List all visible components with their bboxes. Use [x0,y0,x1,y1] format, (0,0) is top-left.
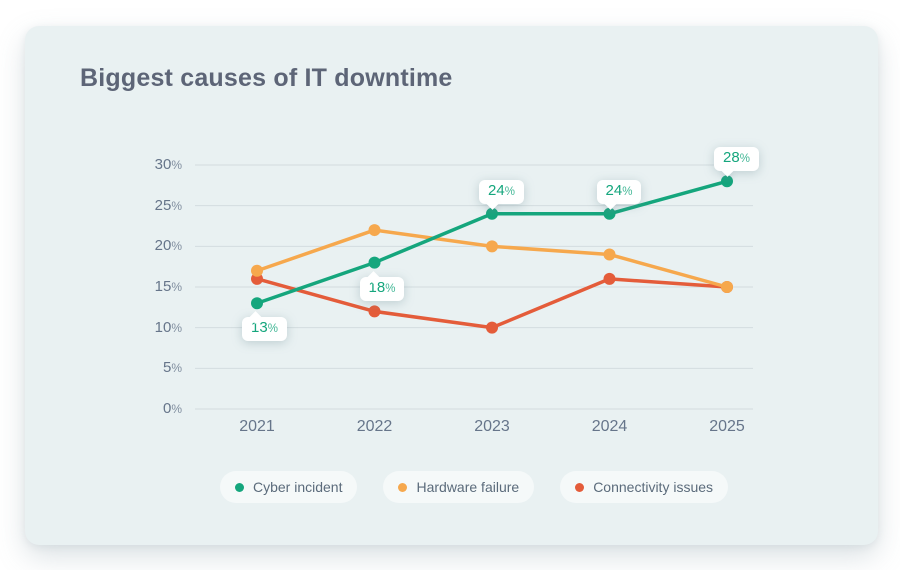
chart-panel [25,26,878,545]
data-point-cyber-incident-2025 [721,175,733,188]
x-axis-label-2024: 2024 [591,418,628,435]
x-axis-label-2025: 2025 [709,418,745,435]
y-axis-tick: 25% [154,196,182,214]
chart-legend: Cyber incident Hardware failure Connectivi… [195,471,753,503]
data-point-hardware-failure-2023 [486,240,498,253]
y-axis-tick: 15% [154,278,182,295]
y-axis-tick: 30% [154,156,182,173]
x-axis-label-2021: 2021 [239,418,275,435]
point-label-cyber-incident-2023: 24% [479,179,524,204]
x-axis-label-2022: 2022 [356,418,393,435]
legend-marker-icon [234,482,244,492]
data-point-hardware-failure-2022 [368,224,381,237]
data-point-connectivity-issues-2022 [368,305,381,318]
y-axis-tick: 10% [154,318,182,336]
x-axis-label-2023: 2023 [474,418,510,435]
data-point-cyber-incident-2024 [603,207,616,220]
point-label-cyber-incident-2024: 24% [596,179,642,204]
point-label-cyber-incident-2022: 18% [359,276,405,301]
chart-title: Biggest causes of IT downtime [80,64,453,92]
data-point-hardware-failure-2021 [251,264,263,277]
y-axis-tick: 5% [162,359,182,377]
legend-item-cyber-incident: Cyber incident [219,471,358,503]
data-point-cyber-incident-2022 [368,256,381,269]
data-point-hardware-failure-2025 [721,281,733,293]
data-point-connectivity-issues-2023 [486,321,498,334]
legend-label: Cyber incident [252,479,343,495]
legend-item-hardware-failure: Hardware failure [383,471,535,503]
y-axis-tick: 0% [162,400,182,417]
point-label-cyber-incident-2025: 28% [714,147,759,172]
legend-label: Connectivity issues [593,479,714,495]
data-point-cyber-incident-2023 [486,207,498,220]
legend-marker-icon [398,482,408,492]
y-axis-tick: 20% [154,237,182,255]
legend-label: Hardware failure [416,479,520,495]
point-label-cyber-incident-2021: 13% [242,317,287,342]
data-point-connectivity-issues-2024 [603,272,616,285]
series-line-connectivity-issues [255,277,729,330]
data-point-hardware-failure-2024 [603,248,616,261]
legend-item-connectivity-issues: Connectivity issues [560,471,729,503]
data-point-cyber-incident-2021 [251,297,263,310]
legend-marker-icon [575,482,585,492]
